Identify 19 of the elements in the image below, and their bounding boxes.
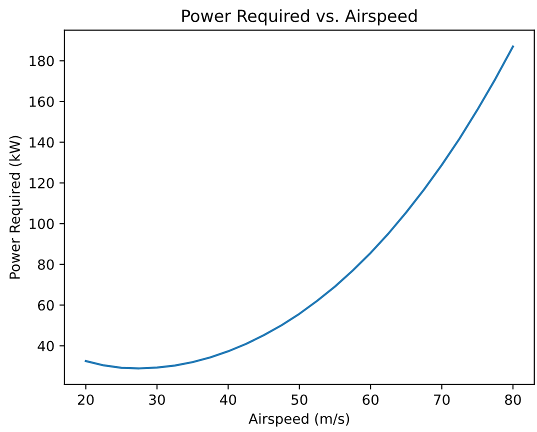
y-tick-label: 180 [30,56,54,66]
y-tick-label: 140 [30,137,54,148]
y-tick-label: 100 [30,218,54,230]
y-tick-label: 160 [30,96,54,107]
chart-title: Power Required vs. Airspeed [182,9,417,26]
y-tick-label: 80 [38,259,54,270]
line-series [84,45,514,370]
x-tick-label: 20 [78,394,94,405]
y-axis-title: Power Required (kW) [9,136,23,279]
y-tick-label: 120 [30,178,54,188]
y-tick-label: 40 [38,340,54,352]
x-tick-label: 70 [434,394,450,405]
x-tick-label: 50 [292,394,308,405]
x-axis-title: Airspeed (m/s) [248,413,350,427]
y-tick-label: 60 [38,300,54,311]
x-tick-label: 60 [362,394,378,405]
x-tick-label: 80 [505,394,521,405]
x-tick-label: 40 [220,394,236,405]
x-tick-label: 30 [149,394,165,405]
